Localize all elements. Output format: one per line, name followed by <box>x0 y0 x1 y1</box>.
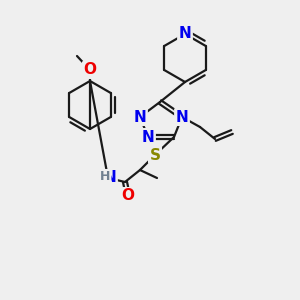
Text: O: O <box>122 188 134 203</box>
Text: N: N <box>176 110 188 124</box>
Text: O: O <box>83 62 97 77</box>
Text: H: H <box>100 170 110 184</box>
Text: S: S <box>149 148 161 163</box>
Text: N: N <box>134 110 146 124</box>
Text: N: N <box>178 26 191 41</box>
Text: N: N <box>103 170 116 185</box>
Text: N: N <box>142 130 154 145</box>
